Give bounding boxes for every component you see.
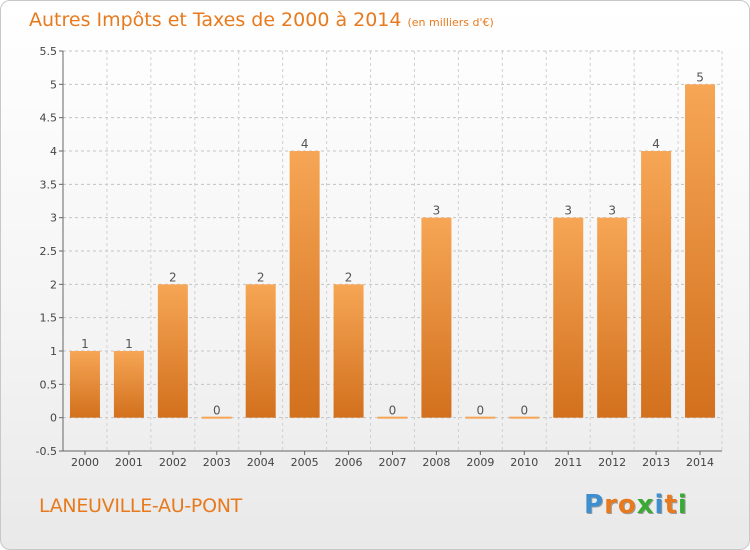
- y-tick-label: 0.5: [40, 378, 58, 391]
- x-tick-label-2009: 2009: [466, 456, 494, 469]
- data-label-2004: 2: [257, 270, 265, 284]
- bar-2013: [641, 151, 672, 418]
- commune-name: LANEUVILLE-AU-PONT: [39, 495, 242, 517]
- x-tick-label-2012: 2012: [598, 456, 626, 469]
- data-label-2011: 3: [564, 204, 572, 218]
- data-label-2001: 1: [125, 337, 133, 351]
- x-tick-label-2000: 2000: [71, 456, 99, 469]
- bar-2007: [377, 416, 408, 419]
- y-tick-label: 3.5: [40, 178, 58, 191]
- data-label-2014: 5: [696, 70, 704, 84]
- logo-letter: o: [617, 490, 637, 520]
- data-labels: 1 1 2 0 2 4 2 0 3 0 0 3 3 4 5: [81, 70, 704, 417]
- y-tick-label: 3: [50, 212, 57, 225]
- y-tick-label: 1: [50, 345, 57, 358]
- bar-2004: [245, 284, 276, 418]
- data-label-2003: 0: [213, 404, 221, 418]
- y-tick-label: 2: [50, 278, 57, 291]
- y-tick-label: 1.5: [40, 312, 58, 325]
- data-label-2009: 0: [477, 404, 485, 418]
- x-tick-label-2006: 2006: [335, 456, 363, 469]
- bar-2005: [289, 151, 320, 418]
- data-label-2012: 3: [608, 204, 616, 218]
- x-tick-label-2010: 2010: [510, 456, 538, 469]
- data-label-2013: 4: [652, 137, 660, 151]
- x-tick-label-2002: 2002: [159, 456, 187, 469]
- bar-2006: [333, 284, 364, 418]
- y-tick-label: 2.5: [40, 245, 58, 258]
- data-label-2002: 2: [169, 270, 177, 284]
- y-tick-label: 4: [50, 145, 57, 158]
- logo-letter: i: [654, 490, 665, 520]
- chart-title: Autres Impôts et Taxes de 2000 à 2014 (en…: [29, 9, 494, 31]
- logo-letter: r: [604, 490, 618, 520]
- y-tick-label: 0: [50, 412, 57, 425]
- bar-2001: [113, 351, 144, 418]
- bar-2002: [157, 284, 188, 418]
- logo-letter: x: [636, 490, 655, 520]
- chart-subtitle: (en milliers d'€): [407, 16, 494, 29]
- data-label-2008: 3: [433, 204, 441, 218]
- x-tick-label-2001: 2001: [115, 456, 143, 469]
- logo-letter: t: [664, 490, 678, 520]
- x-tick-label-2014: 2014: [686, 456, 714, 469]
- bar-2009: [465, 416, 496, 419]
- bar-2000: [69, 351, 100, 418]
- x-tick-label-2005: 2005: [291, 456, 319, 469]
- data-label-2005: 4: [301, 137, 309, 151]
- bar-2014: [685, 84, 716, 418]
- x-tick-label-2007: 2007: [379, 456, 407, 469]
- bar-2010: [509, 416, 540, 419]
- chart-title-text: Autres Impôts et Taxes de 2000 à 2014: [29, 9, 402, 31]
- x-tick-label-2011: 2011: [554, 456, 582, 469]
- y-tick-label: 5: [50, 78, 57, 91]
- x-tick-label-2003: 2003: [203, 456, 231, 469]
- bars: [69, 84, 716, 419]
- y-tick-label: 4.5: [40, 112, 58, 125]
- data-label-2007: 0: [389, 404, 397, 418]
- x-tick-label-2008: 2008: [422, 456, 450, 469]
- x-tick-label-2013: 2013: [642, 456, 670, 469]
- bar-2011: [553, 217, 584, 418]
- x-tick-label-2004: 2004: [247, 456, 275, 469]
- data-label-2010: 0: [520, 404, 528, 418]
- logo-letter: i: [677, 490, 688, 520]
- data-label-2000: 1: [81, 337, 89, 351]
- data-label-2006: 2: [345, 270, 353, 284]
- proxiti-logo[interactable]: Proxiti: [584, 490, 688, 520]
- y-tick-label: -0.5: [36, 445, 57, 458]
- logo-letter: P: [584, 490, 605, 520]
- y-tick-label: 5.5: [40, 45, 58, 58]
- bar-2003: [201, 416, 232, 419]
- bar-2012: [597, 217, 628, 418]
- bar-2008: [421, 217, 452, 418]
